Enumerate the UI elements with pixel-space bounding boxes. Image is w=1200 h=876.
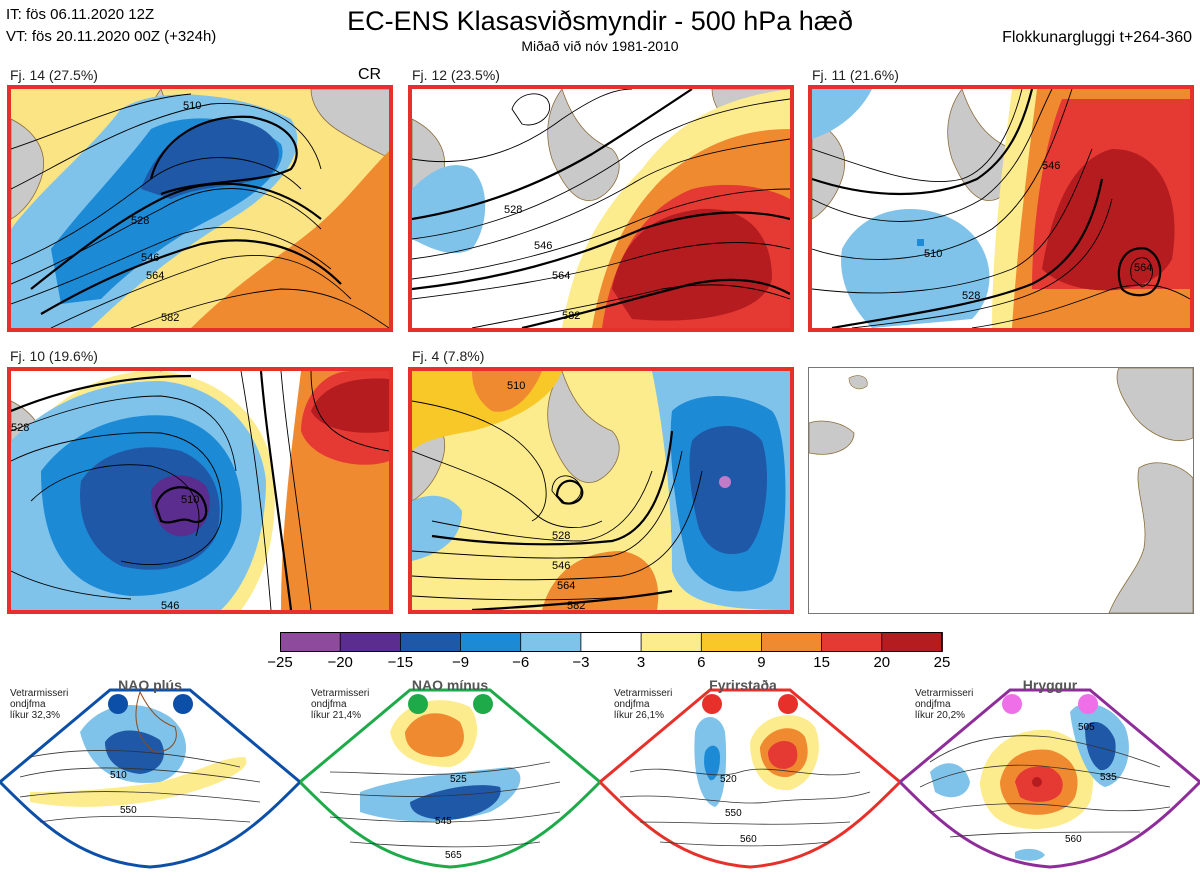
regime-dot	[1078, 694, 1098, 714]
cluster-map-3[interactable]: 510 528 546 564	[808, 85, 1194, 332]
regime-dot	[778, 694, 798, 714]
cluster-label-4: Fj. 10 (19.6%)	[10, 348, 98, 364]
contour-label: 582	[562, 310, 580, 322]
regime-panel-ridge: 505 535 560	[897, 672, 1200, 871]
contour-label: 564	[552, 270, 570, 282]
colorbar-tick-label: 3	[636, 654, 646, 671]
it-line: IT: fös 06.11.2020 12Z	[6, 6, 155, 23]
colorbar-tick-label: −25	[267, 654, 293, 671]
regime-dot	[1002, 694, 1022, 714]
contour-label: 510	[183, 100, 201, 112]
contour-label: 528	[504, 204, 522, 216]
contour-label: 525	[450, 774, 467, 785]
cluster-map-6-empty	[808, 367, 1194, 614]
regime-panel-nao-plus: 510 550	[0, 672, 303, 871]
regime-name-nao-plus: NAO plús	[118, 677, 182, 693]
colorbar-tick-label: −20	[327, 654, 353, 671]
cluster-map-4[interactable]: 510 528 546	[7, 367, 393, 614]
colorbar-bin	[700, 632, 763, 652]
colorbar-tick-label: 15	[813, 654, 830, 671]
regime-dot	[408, 694, 428, 714]
contour-label: 550	[725, 808, 742, 819]
colorbar-tick-label: −3	[572, 654, 590, 671]
cluster-label-5: Fj. 4 (7.8%)	[412, 348, 485, 364]
contour-label: 546	[141, 252, 159, 264]
cluster-map-5[interactable]: 510 528 546 564 582	[408, 367, 794, 614]
contour-label: 564	[1134, 262, 1152, 274]
cluster-label-2: Fj. 12 (23.5%)	[412, 67, 500, 83]
contour-label: 528	[552, 530, 570, 542]
contour-label: 535	[1100, 772, 1117, 783]
page-title: EC-ENS Klasasviðsmyndir - 500 hPa hæð	[347, 6, 853, 36]
contour-label: 582	[567, 600, 585, 610]
contour-label: 528	[11, 422, 29, 434]
regime-name-nao-minus: NAO mínus	[411, 677, 489, 693]
regime-note-blocking: Vetrarmisseri ondjfma líkur 26,1%	[614, 688, 673, 721]
colorbar-bin	[761, 632, 823, 652]
contour-label: 505	[1078, 722, 1095, 733]
colorbar	[280, 632, 943, 652]
colorbar-tick-label: −6	[512, 654, 530, 671]
contour-label: 545	[435, 816, 452, 827]
contour-label: 560	[1065, 834, 1082, 845]
regime-note-nao-plus: Vetrarmisseri ondjfma líkur 32,3%	[10, 688, 69, 721]
regime-panel-blocking: 520 550 560	[597, 672, 903, 871]
cluster-map-1[interactable]: 510 528 546 564 582	[7, 85, 393, 332]
colorbar-tick-label: −15	[387, 654, 414, 671]
contour-label: 564	[557, 580, 575, 592]
colorbar-bin	[339, 632, 402, 652]
colorbar-tick-label: 25	[933, 654, 951, 671]
contour-label: 520	[720, 774, 737, 785]
contour-label: 528	[962, 290, 980, 302]
contour-label: 546	[552, 560, 570, 572]
regime-note-ridge: Vetrarmisseri ondjfma líkur 20,2%	[915, 688, 974, 721]
contour-label: 582	[161, 312, 179, 324]
regime-dot	[108, 694, 128, 714]
colorbar-bin	[821, 632, 883, 652]
contour-label: 510	[924, 248, 942, 260]
contour-label: 546	[1042, 160, 1060, 172]
regime-note-nao-minus: Vetrarmisseri ondjfma líkur 21,4%	[311, 688, 370, 721]
cluster-label-1: Fj. 14 (27.5%)	[10, 67, 98, 83]
colorbar-tick-label: 20	[873, 654, 891, 671]
cluster-tag-1: CR	[358, 66, 382, 83]
regime-dot	[173, 694, 193, 714]
cluster-window-label: Flokkunargluggi t+264-360	[1002, 29, 1192, 46]
cluster-map-2[interactable]: 528 546 564 582	[408, 85, 794, 332]
colorbar-bin	[580, 632, 642, 652]
regime-dot	[702, 694, 722, 714]
contour-label: 565	[445, 850, 462, 861]
colorbar-bin	[881, 632, 943, 652]
colorbar-tick-label: 9	[757, 654, 766, 671]
colorbar-bin	[640, 632, 703, 652]
contour-label: 546	[161, 600, 179, 610]
contour-label: 560	[740, 834, 757, 845]
regime-name-blocking: Fyrirstaða	[709, 677, 777, 693]
colorbar-tick-label: −9	[451, 654, 470, 671]
regime-panel-nao-minus: 525 545 565	[297, 672, 603, 871]
contour-label: 510	[181, 494, 199, 506]
contour-label: 528	[131, 215, 149, 227]
vt-line: VT: fös 20.11.2020 00Z (+324h)	[6, 28, 217, 45]
regime-dot	[473, 694, 493, 714]
contour-label: 564	[146, 270, 164, 282]
colorbar-tick-label: 6	[697, 654, 706, 671]
contour-label: 510	[507, 380, 525, 392]
contour-label: 550	[120, 805, 137, 816]
regime-name-ridge: Hryggur	[1022, 677, 1078, 693]
page-subtitle: Miðað við nóv 1981-2010	[521, 38, 679, 54]
colorbar-bin	[280, 632, 342, 652]
contour-label: 510	[110, 770, 127, 781]
colorbar-bin	[400, 632, 462, 652]
colorbar-bin	[460, 632, 522, 652]
contour-label: 546	[534, 240, 552, 252]
cluster-label-3: Fj. 11 (21.6%)	[812, 67, 899, 83]
colorbar-bin	[520, 632, 582, 652]
init-time-header: IT: fös 06.11.2020 12Z VT: fös 20.11.202…	[6, 4, 216, 48]
